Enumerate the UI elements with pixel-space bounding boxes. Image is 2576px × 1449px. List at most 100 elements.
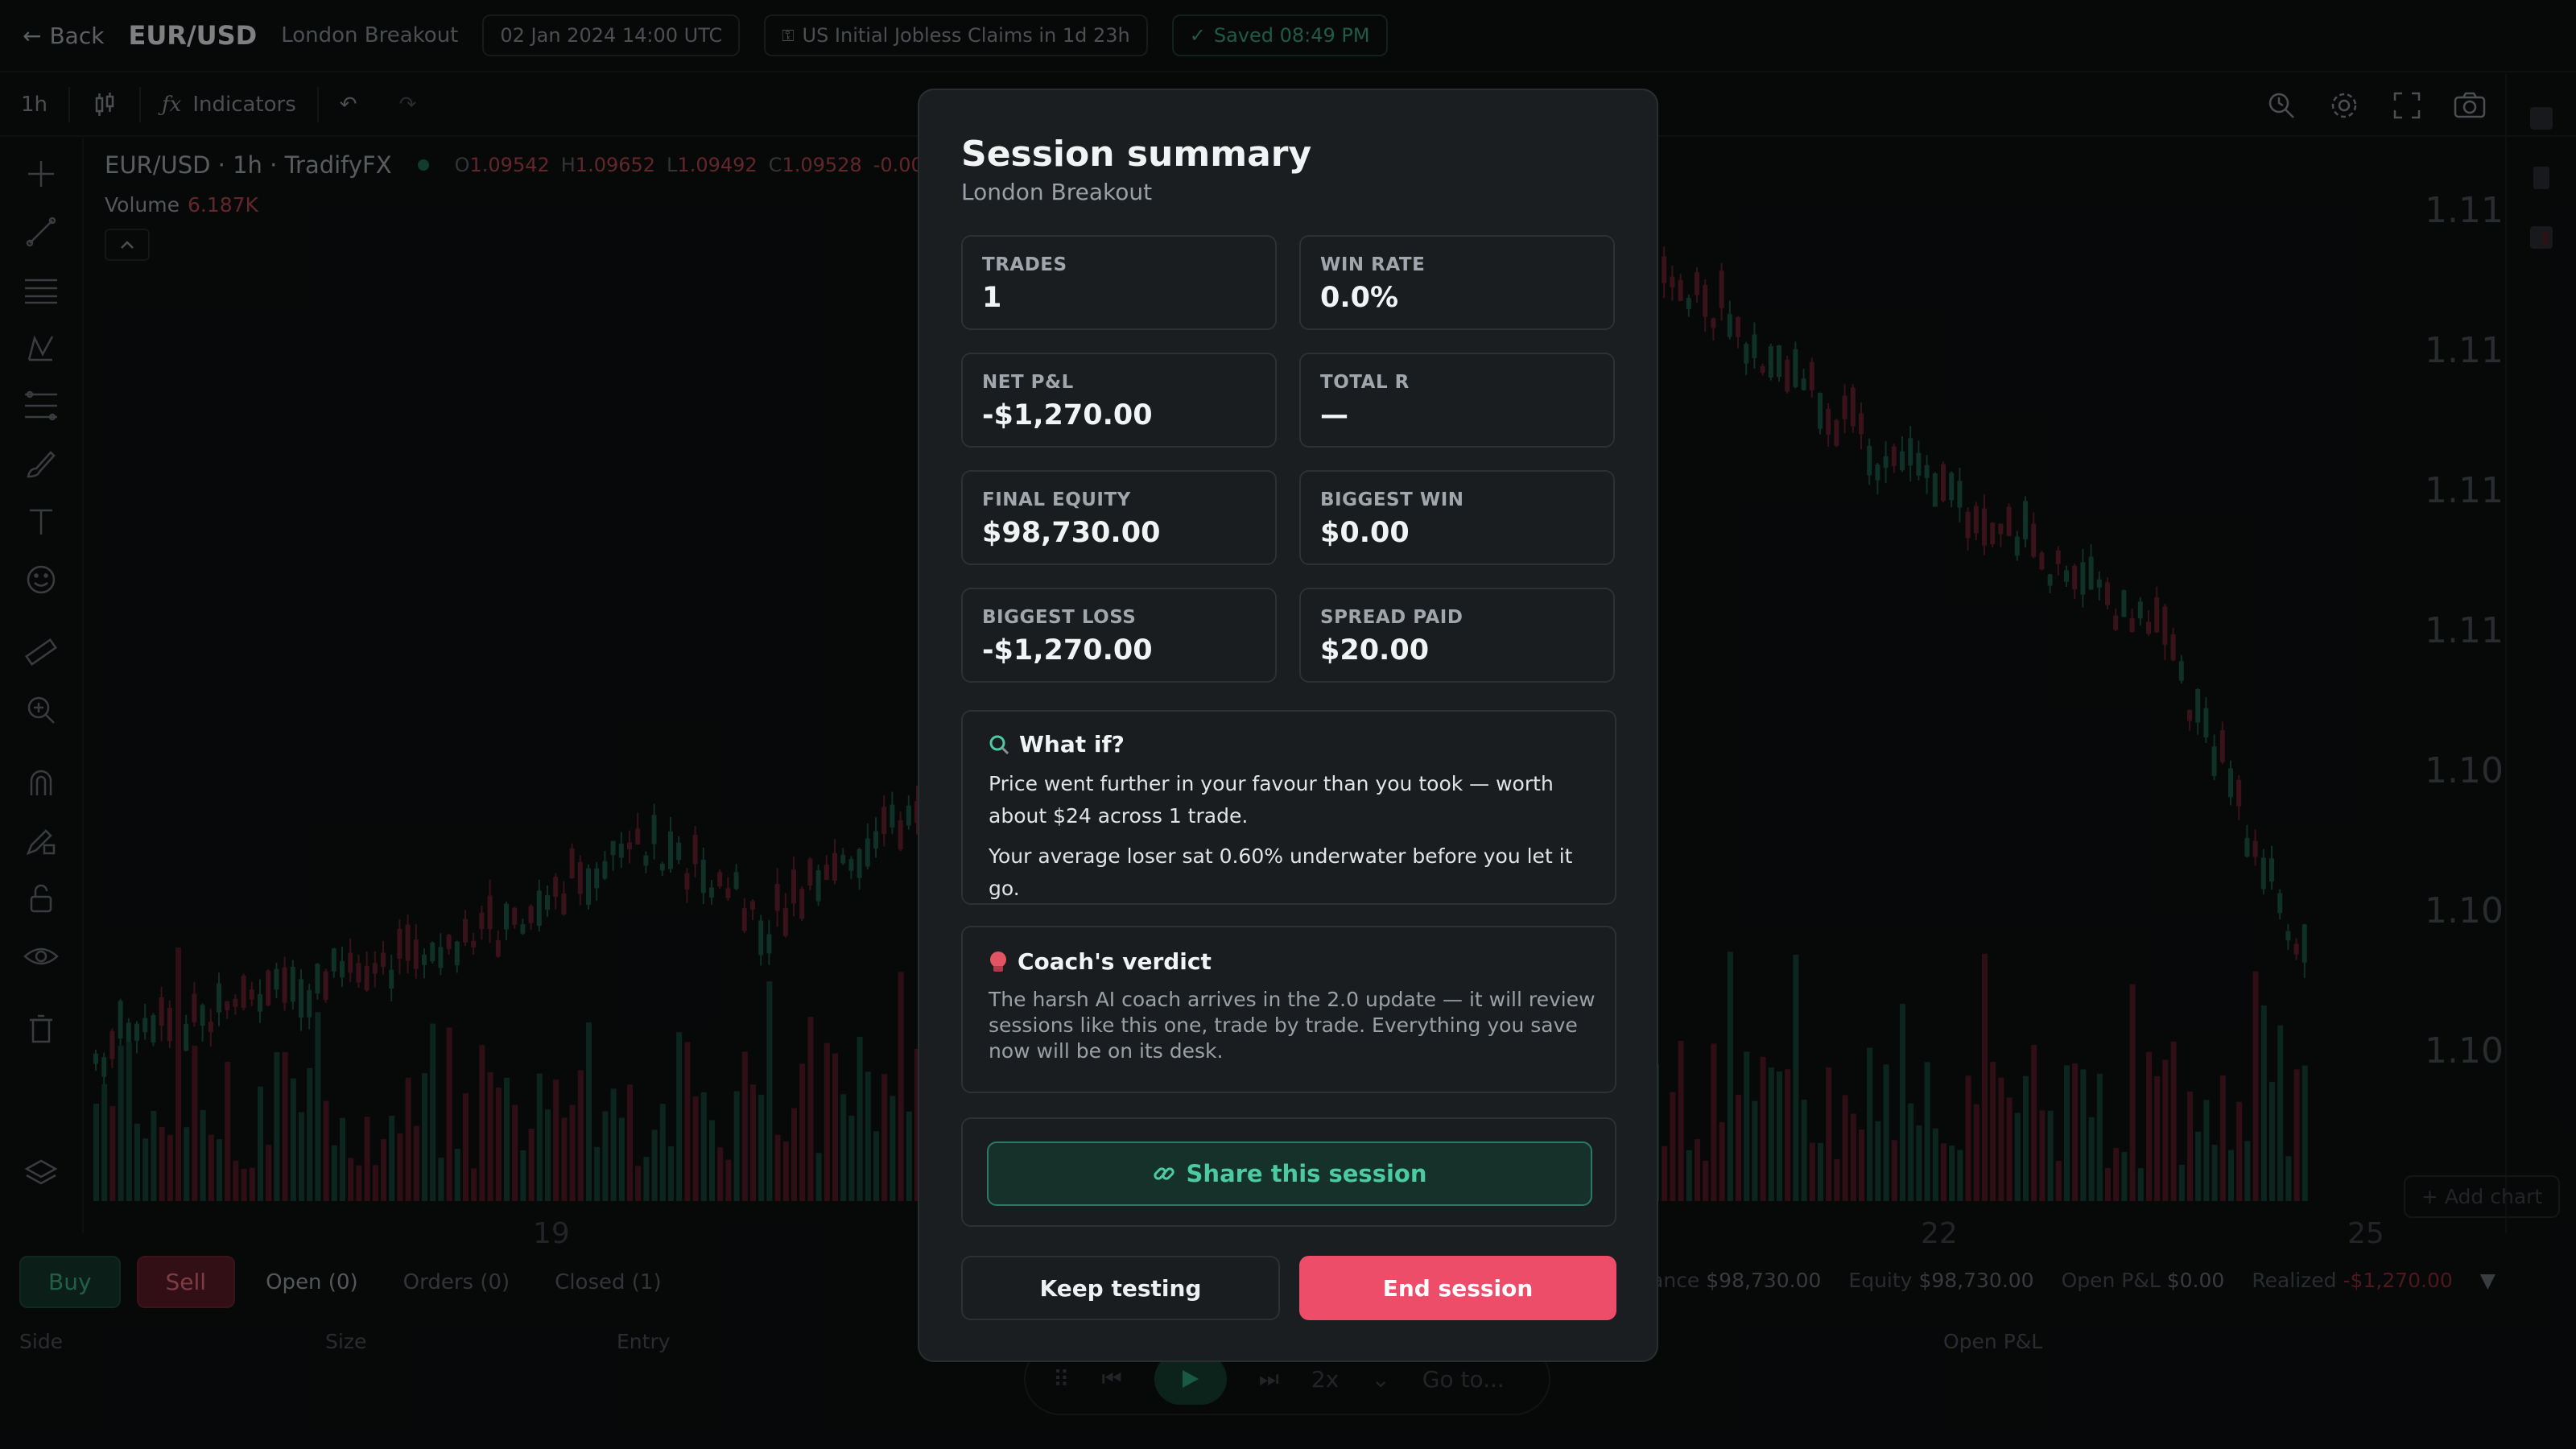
stat-label: SPREAD PAID	[1320, 607, 1463, 628]
volume-bar	[217, 1139, 222, 1201]
close-label: C1.09528	[768, 154, 862, 176]
keep-testing-button[interactable]: Keep testing	[961, 1256, 1280, 1320]
volume-bar	[381, 1139, 386, 1201]
sell-button[interactable]: Sell	[136, 1256, 236, 1308]
candle-body	[914, 801, 919, 823]
candle-body	[2105, 582, 2110, 605]
volume-bar	[1686, 1150, 1692, 1201]
candle-body	[2121, 590, 2127, 617]
volume-bar	[1965, 1075, 1971, 1201]
news-label: US Initial Jobless Claims in 1d 23h	[802, 24, 1130, 47]
volume-bar	[233, 1160, 239, 1201]
ruler-tool[interactable]	[19, 630, 64, 675]
candle-body	[323, 971, 328, 1000]
speed-select[interactable]: 2x	[1311, 1365, 1340, 1393]
col-entry: Entry	[617, 1330, 671, 1353]
candle-body	[906, 805, 911, 826]
timeframe-button[interactable]: 1h	[0, 93, 68, 117]
magnet-tool[interactable]	[19, 760, 64, 805]
volume-bar	[340, 1117, 345, 1201]
end-session-button[interactable]: End session	[1299, 1256, 1616, 1320]
candle-body	[299, 979, 303, 1018]
chart-type-button[interactable]	[70, 91, 139, 118]
delete-tool[interactable]	[19, 1006, 64, 1051]
datetime-pill[interactable]: 02 Jan 2024 14:00 UTC	[482, 14, 741, 56]
tab-orders[interactable]: Orders (0)	[402, 1269, 510, 1294]
what-if-box: What if? Price went further in your favo…	[961, 710, 1616, 905]
candle-body	[1744, 344, 1749, 364]
share-session-button[interactable]: Share this session	[987, 1141, 1592, 1206]
tab-closed[interactable]: Closed (1)	[555, 1269, 662, 1294]
table-icon	[2530, 107, 2553, 130]
emoji-tool[interactable]	[19, 557, 64, 602]
indicators-button[interactable]: ƒx Indicators	[141, 93, 317, 117]
candle-body	[627, 842, 632, 850]
fib-tool[interactable]	[19, 383, 64, 428]
back-button[interactable]: ← Back	[23, 23, 104, 49]
volume-bar	[709, 1120, 715, 1201]
trendline-tool[interactable]	[19, 209, 64, 254]
candle-body	[479, 912, 485, 930]
candle-body	[1859, 413, 1864, 435]
volume-bar	[1850, 1113, 1856, 1201]
candle-body	[832, 852, 837, 881]
drag-handle-icon[interactable]: ⠿	[1053, 1365, 1070, 1393]
buy-button[interactable]: Buy	[19, 1256, 121, 1308]
zoom-tool[interactable]	[19, 687, 64, 733]
lock-drawing-tool[interactable]	[19, 818, 64, 863]
brush-tool[interactable]	[19, 441, 64, 486]
volume-bar	[1727, 952, 1733, 1201]
tab-open[interactable]: Open (0)	[266, 1269, 358, 1294]
candle-body	[643, 855, 649, 866]
candle-body	[824, 865, 829, 880]
candle-body	[2170, 634, 2176, 661]
volume-bar	[2244, 1141, 2251, 1201]
volume-bar	[356, 1165, 362, 1201]
stats-button[interactable]	[2528, 224, 2555, 254]
price-scale[interactable]: 1.11 1.11 1.11 1.11 1.10 1.10 1.10	[2407, 138, 2504, 1233]
candle-body	[791, 869, 796, 904]
volume-bar	[717, 1147, 724, 1201]
candle-body	[266, 970, 271, 1005]
step-forward-button[interactable]: ⏭	[1258, 1365, 1279, 1392]
settings-button[interactable]	[2326, 88, 2362, 123]
fullscreen-button[interactable]	[2389, 88, 2425, 123]
goto-input[interactable]: Go to...	[1422, 1365, 1505, 1393]
volume-bar	[774, 1134, 781, 1201]
volume-bar	[766, 981, 773, 1201]
watchlist-button[interactable]	[2528, 105, 2555, 135]
step-back-button[interactable]: ⏮	[1101, 1365, 1122, 1392]
undo-button[interactable]: ↶	[319, 93, 378, 117]
candle-body	[2055, 550, 2061, 564]
lock-tool[interactable]	[19, 876, 64, 921]
notes-button[interactable]	[2528, 164, 2555, 195]
stat-card-win-rate: WIN RATE 0.0%	[1299, 235, 1615, 330]
chevron-down-icon[interactable]: ▼	[2479, 1269, 2496, 1292]
redo-button[interactable]: ↷	[378, 93, 438, 117]
candle-body	[2014, 536, 2020, 556]
replay-search-button[interactable]	[2264, 88, 2299, 123]
volume-bar	[405, 1077, 411, 1201]
stat-value: $20.00	[1320, 634, 1430, 667]
candle-body	[1998, 523, 2004, 535]
horizontal-lines-tool[interactable]	[19, 267, 64, 312]
candle-body	[586, 868, 591, 905]
text-tool[interactable]	[19, 499, 64, 544]
news-pill[interactable]: ⚿ US Initial Jobless Claims in 1d 23h	[764, 14, 1148, 56]
volume-bar	[840, 1094, 847, 1201]
candle-body	[159, 997, 164, 1026]
price-chart[interactable]	[85, 138, 2420, 1233]
candle-body	[1891, 446, 1897, 466]
add-chart-button[interactable]: + Add chart	[2404, 1175, 2561, 1218]
date-tick: 22	[1921, 1217, 1958, 1250]
crosshair-tool[interactable]	[19, 151, 64, 196]
screenshot-button[interactable]	[2452, 88, 2487, 123]
pattern-tool[interactable]	[19, 325, 64, 370]
volume-bar	[643, 1157, 650, 1201]
collapse-legend-button[interactable]	[105, 229, 150, 261]
layers-tool[interactable]	[19, 1151, 64, 1196]
volume-bar	[93, 1103, 99, 1201]
candle-body	[151, 1014, 156, 1043]
what-if-line-2: Your average loser sat 0.60% underwater …	[989, 844, 1573, 900]
visibility-tool[interactable]	[19, 934, 64, 979]
